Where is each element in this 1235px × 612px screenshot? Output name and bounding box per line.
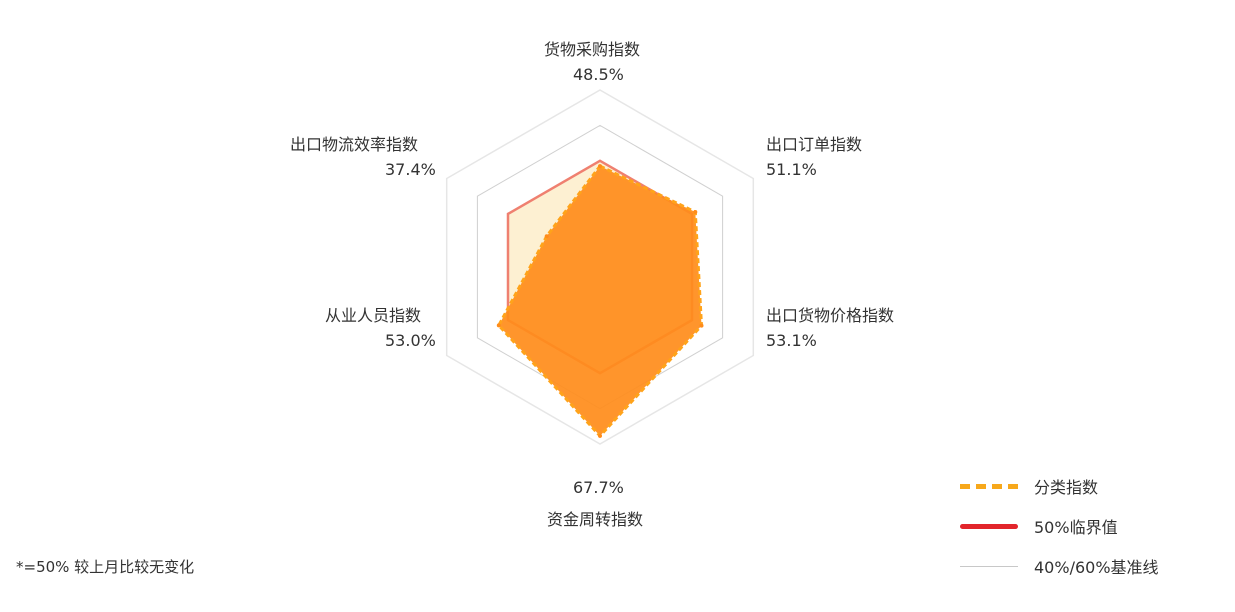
data-point-5 — [544, 234, 549, 239]
axis-value-employment: 53.0% — [385, 331, 436, 350]
footnote: *=50% 较上月比较无变化 — [16, 558, 195, 576]
data-point-2 — [699, 323, 704, 328]
legend-item-baseline: 40%/60%基准线 — [960, 546, 1159, 586]
data-point-3 — [598, 433, 602, 438]
axis-name-employment: 从业人员指数 — [325, 306, 422, 325]
axis-name-capital-turnover: 资金周转指数 — [547, 510, 644, 529]
axis-name-purchase: 货物采购指数 — [544, 40, 641, 59]
legend: 分类指数 50%临界值 40%/60%基准线 — [960, 466, 1159, 586]
legend-swatch-thin — [960, 565, 1018, 567]
data-point-0 — [598, 164, 602, 169]
legend-item-category-index: 分类指数 — [960, 466, 1159, 506]
legend-label: 分类指数 — [1034, 478, 1099, 497]
radar-frame — [445, 89, 755, 445]
legend-label: 40%/60%基准线 — [1034, 558, 1159, 577]
axis-value-logistics: 37.4% — [385, 160, 436, 179]
axis-name-logistics: 出口物流效率指数 — [290, 135, 419, 154]
axis-name-export-price: 出口货物价格指数 — [766, 306, 895, 325]
axis-value-export-orders: 51.1% — [766, 160, 817, 179]
axis-value-export-price: 53.1% — [766, 331, 817, 350]
legend-item-threshold: 50%临界值 — [960, 506, 1159, 546]
data-point-4 — [496, 323, 501, 328]
series-layer — [496, 164, 704, 439]
data-point-1 — [693, 210, 698, 214]
axis-value-purchase: 48.5% — [573, 65, 624, 84]
legend-swatch-solid — [960, 523, 1018, 529]
legend-label: 50%临界值 — [1034, 518, 1118, 537]
axis-name-export-orders: 出口订单指数 — [766, 135, 863, 154]
legend-swatch-dashed — [960, 483, 1018, 489]
axis-value-capital-turnover: 67.7% — [573, 478, 624, 497]
